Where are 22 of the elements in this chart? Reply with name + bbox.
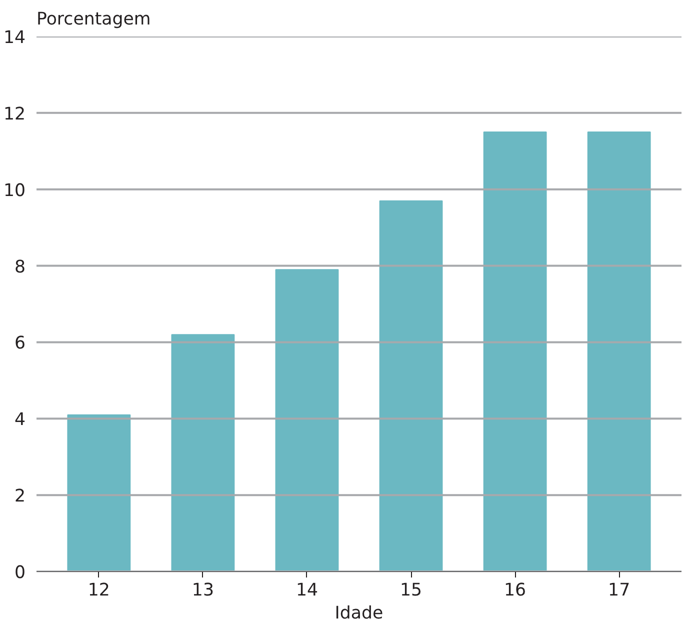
- x-tick-label: 13: [192, 580, 214, 600]
- x-tick-label: 12: [88, 580, 110, 600]
- x-tick-label: 16: [504, 580, 526, 600]
- x-tick-label: 15: [400, 580, 422, 600]
- bar: [171, 334, 235, 572]
- y-tick-label: 2: [14, 486, 26, 507]
- x-tick-label: 14: [296, 580, 318, 600]
- bar: [67, 414, 131, 572]
- bar: [587, 132, 651, 572]
- bar: [275, 269, 339, 572]
- y-tick-label: 8: [14, 257, 26, 278]
- y-tick-label: 6: [14, 334, 26, 354]
- y-tick-label: 10: [3, 180, 26, 201]
- y-tick-label: 0: [14, 563, 26, 583]
- bar: [379, 200, 443, 572]
- x-tick-label: 17: [608, 580, 630, 600]
- bar: [483, 132, 547, 572]
- x-axis-title: Idade: [334, 604, 384, 624]
- y-tick-label: 14: [3, 28, 26, 48]
- y-tick-label: 12: [3, 104, 26, 124]
- y-tick-label: 4: [14, 410, 26, 430]
- y-axis-title: Porcentagem: [36, 10, 151, 30]
